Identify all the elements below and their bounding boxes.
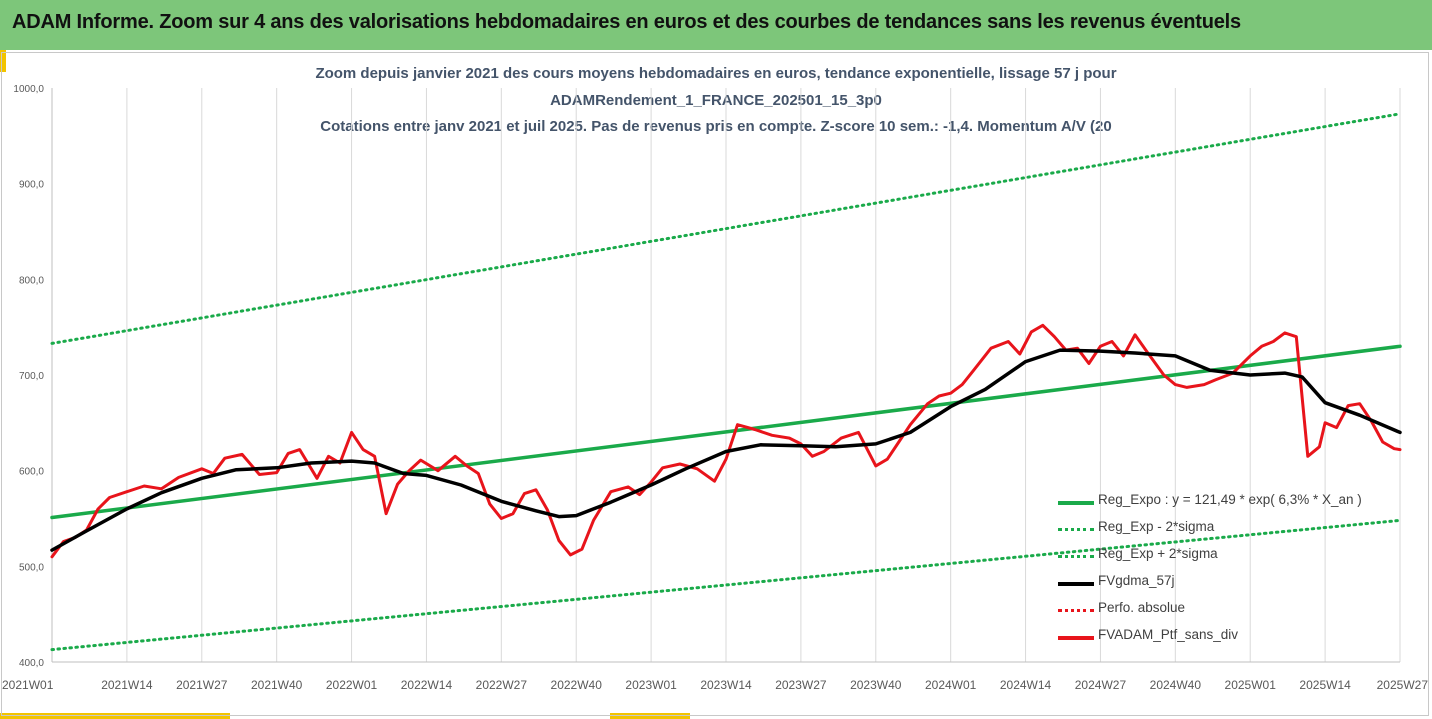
x-tick-label: 2024W27 — [1075, 678, 1127, 692]
x-tick-label: 2025W14 — [1299, 678, 1351, 692]
x-tick-label: 2022W40 — [551, 678, 603, 692]
legend-label: Perfo. absolue — [1098, 600, 1186, 615]
y-tick-label: 500,0 — [19, 562, 44, 573]
x-tick-label: 2024W01 — [925, 678, 977, 692]
legend-label: Reg_Exp - 2*sigma — [1098, 519, 1215, 534]
y-tick-label: 700,0 — [19, 371, 44, 382]
x-tick-label: 2021W27 — [176, 678, 228, 692]
series-line-reg-exp-2-sigma — [50, 112, 1402, 345]
legend-item: Reg_Expo : y = 121,49 * exp( 6,3% * X_an… — [1058, 488, 1408, 515]
x-tick-label: 2024W40 — [1150, 678, 1202, 692]
series-line-reg-expo-y-121-49-exp-6-3-x-an — [50, 344, 1402, 520]
x-tick-label: 2023W40 — [850, 678, 902, 692]
x-tick-label: 2022W01 — [326, 678, 378, 692]
legend-swatch — [1058, 501, 1094, 505]
x-tick-label: 2022W14 — [401, 678, 453, 692]
axes: 2021W01 2021W14 2021W27 2021W40 2022W01 2022W… — [2, 84, 1428, 692]
legend-item: Reg_Exp + 2*sigma — [1058, 542, 1408, 569]
y-tick-label: 1000,0 — [13, 84, 44, 95]
legend-swatch — [1058, 528, 1094, 531]
x-tick-label: 2023W01 — [625, 678, 677, 692]
legend-swatch — [1058, 636, 1094, 640]
series-line-fvadam-ptf-sans-div — [50, 323, 1402, 559]
x-tick-label: 2022W27 — [476, 678, 528, 692]
legend-item: Reg_Exp - 2*sigma — [1058, 515, 1408, 542]
x-tick-label: 2024W14 — [1000, 678, 1052, 692]
chart-title-line-3: Cotations entre janv 2021 et juil 2025. … — [320, 118, 1112, 135]
y-tick-label: 400,0 — [19, 658, 44, 669]
legend-item: FVADAM_Ptf_sans_div — [1058, 623, 1408, 650]
x-tick-label: 2023W27 — [775, 678, 827, 692]
legend: Reg_Expo : y = 121,49 * exp( 6,3% * X_an… — [1058, 488, 1408, 650]
x-tick-label: 2021W01 — [2, 678, 54, 692]
series-line-fvgdma-57j — [50, 348, 1402, 552]
legend-item: FVgdma_57j — [1058, 569, 1408, 596]
x-tick-label: 2021W14 — [101, 678, 153, 692]
legend-label: Reg_Exp + 2*sigma — [1098, 546, 1218, 561]
x-tick-label: 2025W27 — [1377, 678, 1429, 692]
chart-title-line-1: Zoom depuis janvier 2021 des cours moyen… — [315, 65, 1117, 82]
chart-title-line-2: ADAMRendement_1_FRANCE_202501_15_3p0 — [550, 92, 882, 109]
legend-item: Perfo. absolue — [1058, 596, 1408, 623]
header-title: ADAM Informe. Zoom sur 4 ans des valoris… — [12, 11, 1241, 33]
legend-label: Reg_Expo : y = 121,49 * exp( 6,3% * X_an… — [1098, 492, 1362, 507]
accent-bar-bottom-mid — [610, 713, 690, 719]
legend-swatch — [1058, 555, 1094, 558]
legend-swatch — [1058, 609, 1094, 612]
x-tick-label: 2021W40 — [251, 678, 303, 692]
legend-label: FVgdma_57j — [1098, 573, 1175, 588]
x-tick-label: 2025W01 — [1225, 678, 1277, 692]
y-tick-label: 800,0 — [19, 275, 44, 286]
y-tick-label: 600,0 — [19, 467, 44, 478]
y-tick-label: 900,0 — [19, 180, 44, 191]
accent-bar-left — [0, 50, 6, 72]
header-banner: ADAM Informe. Zoom sur 4 ans des valoris… — [0, 0, 1432, 50]
accent-bar-bottom-left — [0, 713, 230, 719]
x-tick-label: 2023W14 — [700, 678, 752, 692]
series-line-reg-exp-2-sigma — [50, 518, 1402, 652]
legend-swatch — [1058, 582, 1094, 586]
chart-frame — [1, 52, 1429, 716]
legend-label: FVADAM_Ptf_sans_div — [1098, 627, 1239, 642]
series-lines — [50, 112, 1402, 652]
